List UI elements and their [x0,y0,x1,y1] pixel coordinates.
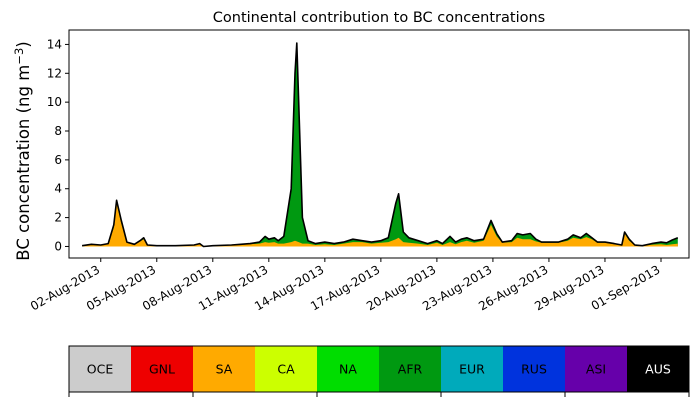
legend-colorbar: OCE GNL SA CA NA AFR EUR RUS ASI AUS [68,345,690,397]
plot-frame [68,29,690,259]
y-axis-label-prefix: BC concentration (ng m [14,65,33,261]
legend-label-na: NA [339,362,357,377]
y-axis-label-suffix: ) [14,41,33,47]
legend-swatch-asi [565,346,628,392]
legend-label-sa: SA [216,362,233,377]
y-tick-label: 6 [54,153,62,167]
legend-swatch-eur [441,346,504,392]
legend-label-eur: EUR [459,362,485,377]
legend-swatch-gnl [131,346,194,392]
legend-label-aus: AUS [645,362,671,377]
y-axis-label: BC concentration (ng m−3) [12,41,33,260]
legend-label-ca: CA [277,362,295,377]
y-tick-label: 4 [54,182,62,196]
y-tick-label: 14 [47,37,62,51]
legend-label-rus: RUS [521,362,547,377]
y-axis: 0 2 4 6 8 10 12 14 [47,37,69,253]
x-axis: 02-Aug-201305-Aug-201308-Aug-201311-Aug-… [28,258,662,313]
y-axis-label-sup: −3 [12,48,26,65]
legend-swatch-sa [193,346,256,392]
legend-label-gnl: GNL [149,362,175,377]
legend-label-oce: OCE [87,362,114,377]
series-total-line [81,42,679,248]
legend-swatch-ca [255,346,318,392]
series-afr-area [82,43,678,247]
legend-swatch-oce [69,346,132,392]
legend-swatch-na [317,346,380,392]
chart-title: Continental contribution to BC concentra… [213,10,545,26]
legend-swatch-aus [627,346,690,392]
legend-label-afr: AFR [398,362,423,377]
legend-frame [68,345,690,393]
y-tick-label: 10 [47,95,62,109]
plot-area [81,42,679,248]
y-tick-label: 0 [54,239,62,253]
legend-swatch-afr [379,346,442,392]
y-tick-label: 8 [54,124,62,138]
series-sa-area [82,203,678,247]
legend-label-asi: ASI [586,362,606,377]
legend-swatch-rus [503,346,566,392]
y-tick-label: 12 [47,66,62,80]
y-tick-label: 2 [54,211,62,225]
